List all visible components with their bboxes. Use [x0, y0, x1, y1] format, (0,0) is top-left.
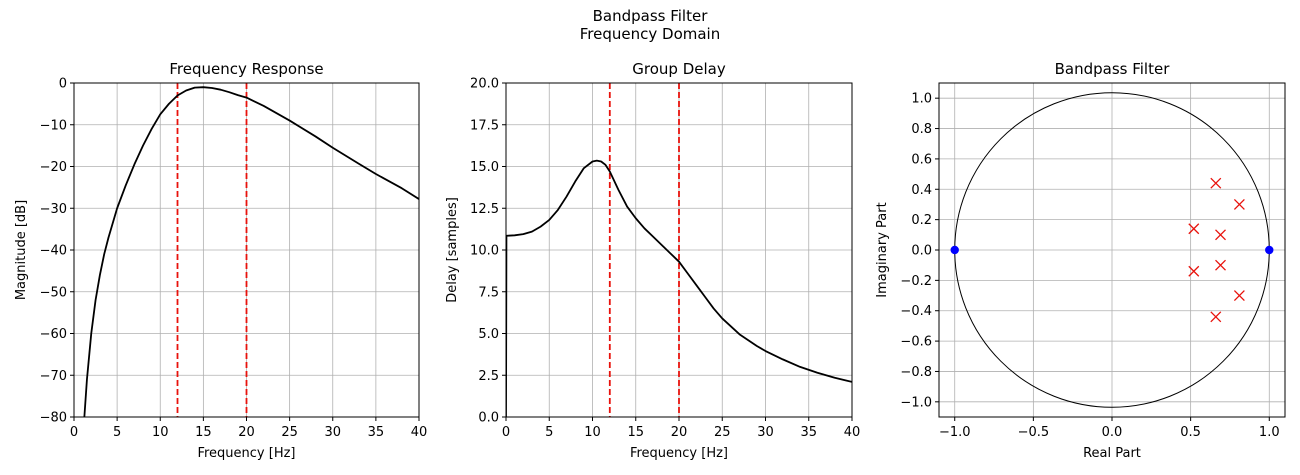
frequency-response-title: Frequency Response [169, 60, 323, 78]
pole-zero-ytick-label: 0.0 [911, 244, 932, 259]
pole-zero-ytick-label: −1.0 [900, 395, 932, 410]
group-delay-xtick-label: 25 [714, 425, 731, 440]
group-delay-ytick-label: 5.0 [478, 327, 499, 342]
group-delay-xtick-label: 40 [844, 425, 861, 440]
frequency-response-ytick-label: −10 [40, 118, 67, 133]
pole-zero-ytick-label: −0.8 [900, 365, 932, 380]
frequency-response-ylabel: Magnitude [dB] [14, 200, 29, 300]
pole-zero-pole-marker [1210, 177, 1222, 189]
group-delay-xtick-label: 5 [545, 425, 553, 440]
pole-zero-ytick-label: 0.6 [911, 152, 932, 167]
frequency-response-xtick-label: 0 [70, 425, 78, 440]
pole-zero-xtick-label: 0.5 [1180, 425, 1201, 440]
pole-zero-xtick-label: 1.0 [1259, 425, 1280, 440]
figure-suptitle-line2: Frequency Domain [580, 25, 720, 43]
group-delay-ytick-label: 20.0 [470, 77, 499, 92]
pole-zero-zero-marker [1265, 245, 1274, 255]
frequency-response-xtick-label: 30 [324, 425, 341, 440]
group-delay-series-line [506, 159, 852, 417]
frequency-response-xtick-label: 20 [238, 425, 255, 440]
frequency-response-xtick-label: 15 [195, 425, 212, 440]
pole-zero-ytick-label: 1.0 [911, 92, 932, 107]
pole-zero-title: Bandpass Filter [1055, 60, 1171, 78]
pole-zero-xlabel: Real Part [1083, 446, 1141, 461]
frequency-response-plot-area [83, 83, 419, 417]
group-delay-xtick-label: 0 [502, 425, 510, 440]
pole-zero-ytick-label: −0.2 [900, 274, 932, 289]
group-delay-ytick-label: 17.5 [470, 118, 499, 133]
frequency-response-xtick-label: 40 [411, 425, 428, 440]
frequency-response-ytick-label: −20 [40, 160, 67, 175]
group-delay-xtick-label: 35 [800, 425, 817, 440]
pole-zero-xtick-label: −1.0 [939, 425, 971, 440]
pole-zero-ylabel: Imaginary Part [875, 202, 890, 297]
pole-zero-pole-marker [1233, 198, 1245, 210]
frequency-response-ytick-label: −30 [40, 202, 67, 217]
pole-zero-pole-marker [1215, 259, 1226, 271]
frequency-response-xtick-label: 25 [281, 425, 298, 440]
pole-zero-ytick-label: 0.4 [911, 183, 932, 198]
group-delay-ytick-label: 15.0 [470, 160, 499, 175]
frequency-response-xlabel: Frequency [Hz] [197, 446, 295, 461]
pole-zero-ytick-label: −0.6 [900, 335, 932, 350]
frequency-response-ytick-label: −50 [40, 285, 67, 300]
pole-zero-pole-marker [1215, 229, 1226, 241]
group-delay-title: Group Delay [632, 60, 726, 78]
frequency-response-ytick-label: −40 [40, 244, 67, 259]
frequency-response-series-line [83, 86, 419, 417]
group-delay-ytick-label: 10.0 [470, 244, 499, 259]
group-delay-xtick-label: 30 [757, 425, 774, 440]
group-delay-xlabel: Frequency [Hz] [630, 446, 728, 461]
group-delay-plot-area [506, 83, 852, 417]
group-delay-xtick-label: 20 [671, 425, 688, 440]
pole-zero-zero-marker [950, 245, 959, 255]
pole-zero-xtick-label: 0.0 [1102, 425, 1123, 440]
group-delay-ytick-label: 2.5 [478, 369, 499, 384]
figure-suptitle-line1: Bandpass Filter [593, 7, 709, 25]
pole-zero-xtick-label: −0.5 [1018, 425, 1050, 440]
frequency-response-xtick-label: 35 [368, 425, 385, 440]
group-delay-ylabel: Delay [samples] [445, 197, 460, 303]
frequency-response-chart: Frequency Response Frequency [Hz] Magnit… [14, 60, 427, 461]
frequency-response-ytick-label: 0 [59, 77, 67, 92]
pole-zero-pole-marker [1188, 223, 1200, 235]
frequency-response-xtick-label: 10 [152, 425, 169, 440]
group-delay-ytick-label: 12.5 [470, 202, 499, 217]
group-delay-xtick-label: 15 [627, 425, 644, 440]
pole-zero-ytick-label: −0.4 [900, 304, 932, 319]
group-delay-xtick-label: 10 [584, 425, 601, 440]
pole-zero-chart: Bandpass Filter Real Part Imaginary Part… [875, 60, 1286, 461]
pole-zero-ytick-label: 0.2 [911, 213, 932, 228]
frequency-response-xtick-label: 5 [113, 425, 121, 440]
frequency-response-ytick-label: −80 [40, 411, 67, 426]
pole-zero-pole-marker [1210, 311, 1222, 323]
group-delay-ytick-label: 0.0 [478, 411, 499, 426]
group-delay-chart: Group Delay Frequency [Hz] Delay [sample… [445, 60, 860, 461]
pole-zero-pole-marker [1233, 290, 1245, 302]
pole-zero-ytick-label: 0.8 [911, 122, 932, 137]
group-delay-ytick-label: 7.5 [478, 285, 499, 300]
pole-zero-pole-marker [1188, 265, 1200, 277]
frequency-response-ytick-label: −60 [40, 327, 67, 342]
frequency-response-ytick-label: −70 [40, 369, 67, 384]
